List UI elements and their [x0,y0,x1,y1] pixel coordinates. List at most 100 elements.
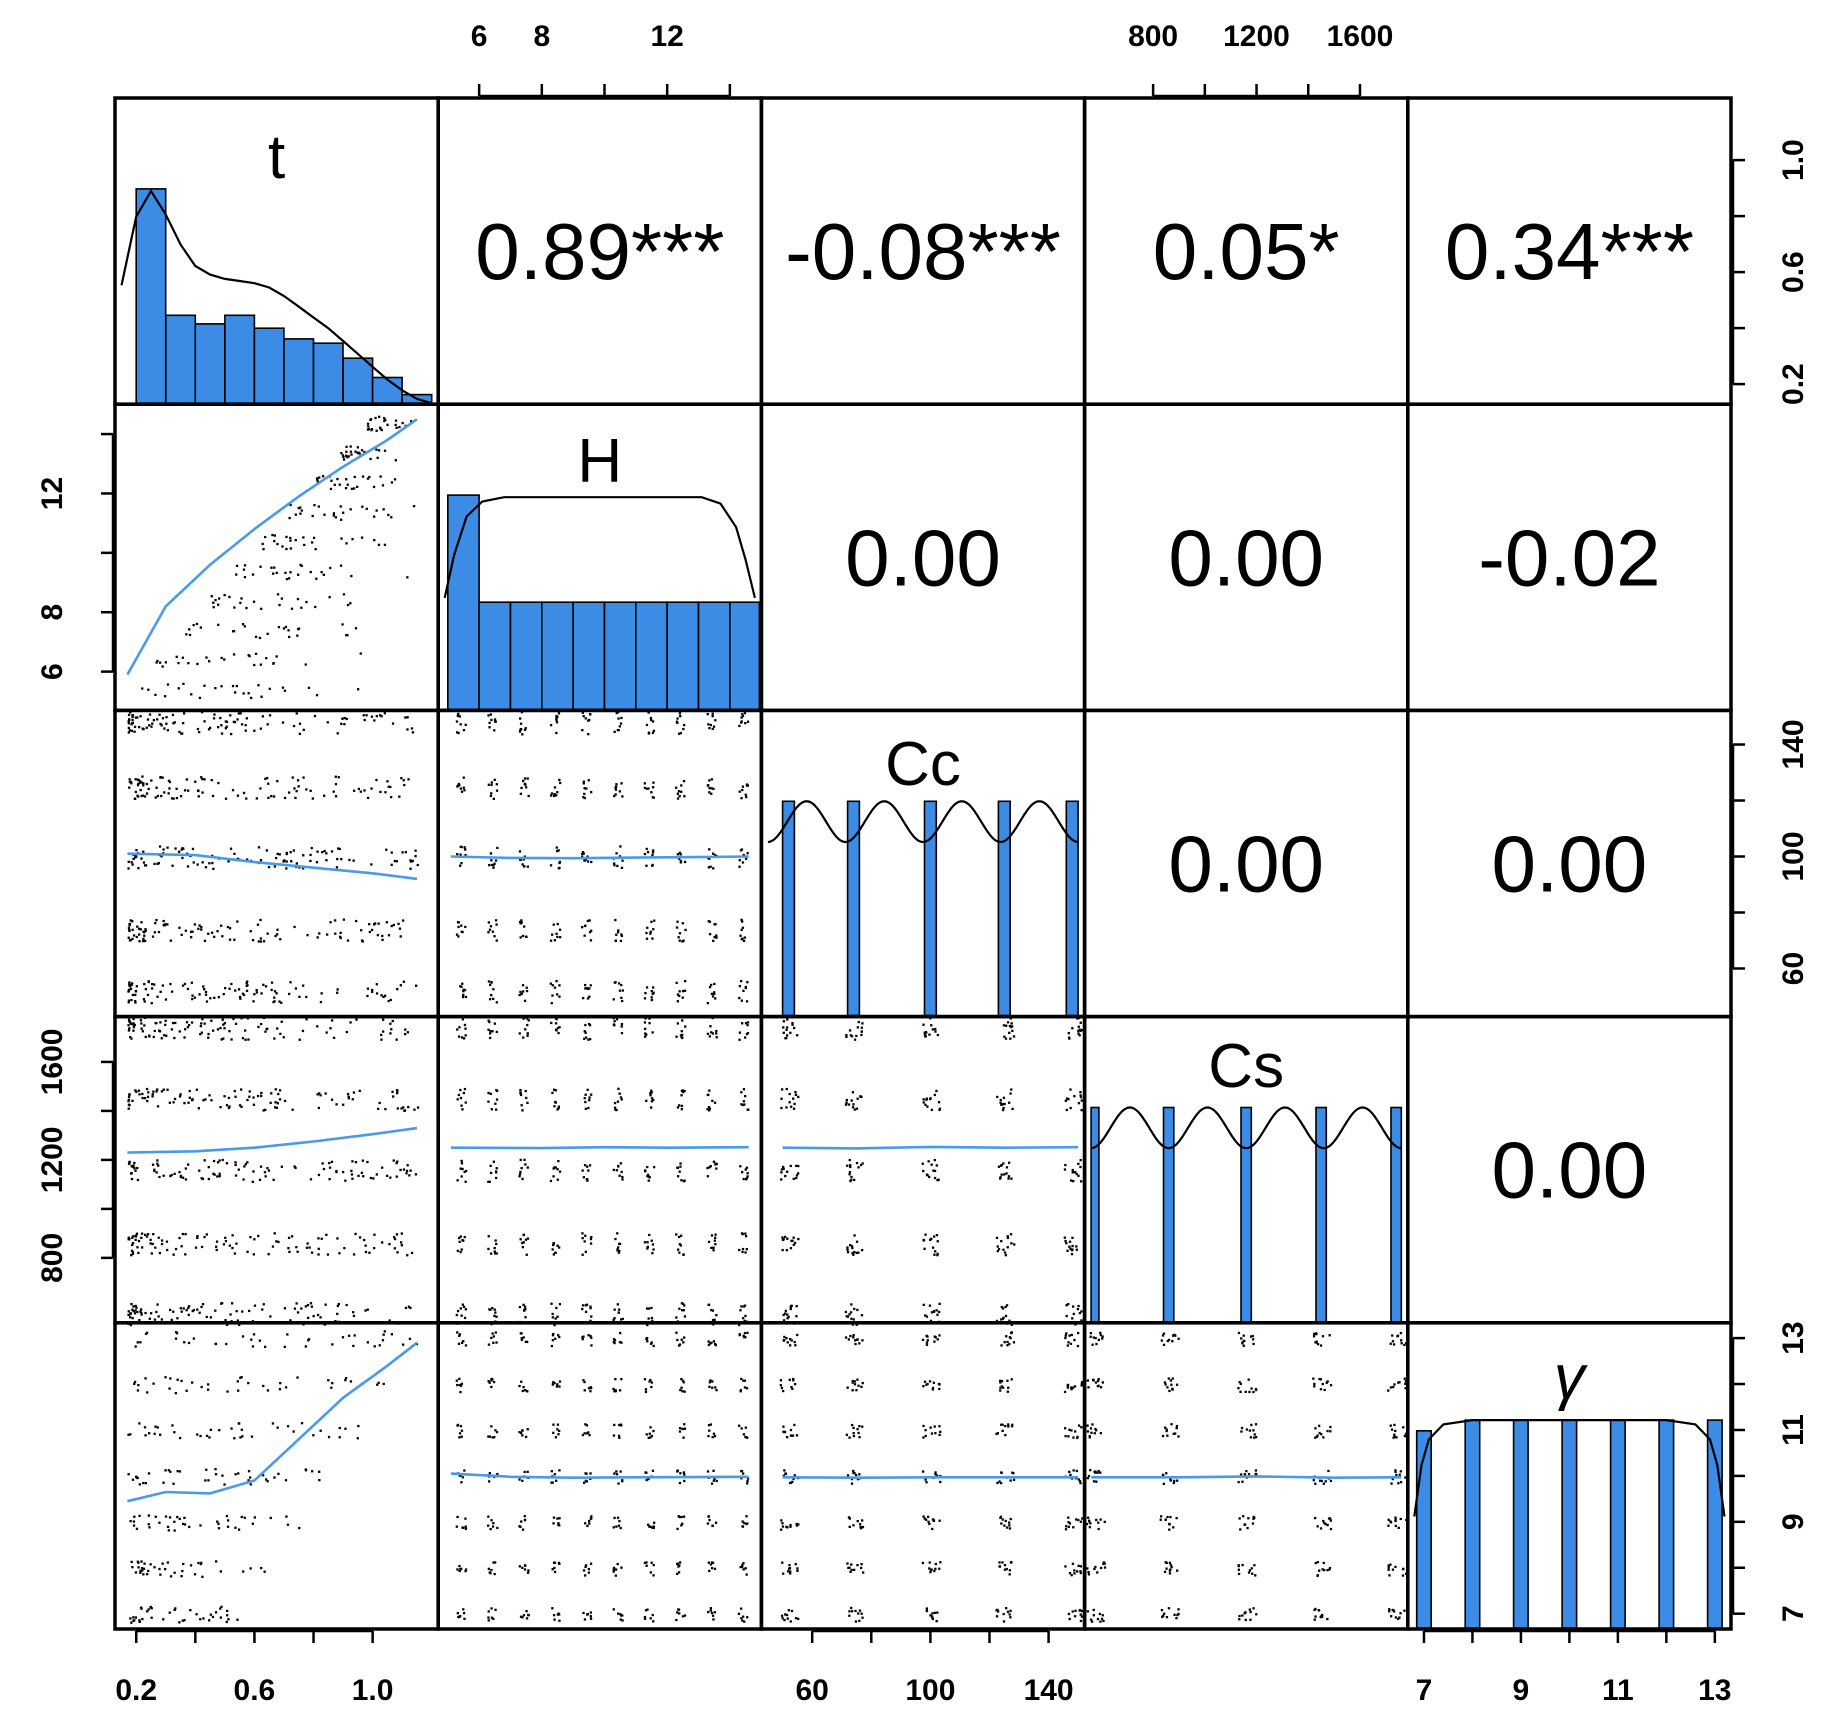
scatter-point [1252,1522,1254,1524]
scatter-point [519,1032,521,1034]
scatter-point [1067,1384,1069,1386]
scatter-point [325,852,327,854]
scatter-point [181,934,183,936]
scatter-point [1097,1385,1099,1387]
scatter-point [487,1516,489,1518]
scatter-point [590,1611,592,1613]
scatter-point [935,1563,937,1565]
scatter-point [274,1232,276,1234]
scatter-point [1248,1473,1250,1475]
scatter-point [552,1424,554,1426]
scatter-point [464,1028,466,1030]
scatter-point [1006,1341,1008,1343]
scatter-point [495,1316,497,1318]
scatter-point [558,1385,560,1387]
scatter-point [457,713,459,715]
scatter-point [744,1233,746,1235]
scatter-point [791,1305,793,1307]
scatter-point [934,1250,936,1252]
scatter-point [1244,1611,1246,1613]
scatter-point [926,1098,928,1100]
scatter-point [1010,1518,1012,1520]
scatter-point [589,1306,591,1308]
scatter-point [1165,1561,1167,1563]
scatter-point [707,1435,709,1437]
scatter-point [206,1435,208,1437]
scatter-point [465,1034,467,1036]
scatter-point [1399,1612,1401,1614]
scatter-point [171,1028,173,1030]
scatter-point [857,1520,859,1522]
scatter-point [1079,1166,1081,1168]
scatter-point [154,1030,156,1032]
scatter-point [860,1563,862,1565]
scatter-point [555,1089,557,1091]
scatter-point [496,923,498,925]
scatter-point [934,1612,936,1614]
scatter-point [489,1032,491,1034]
scatter-point [583,1038,585,1040]
scatter-point [291,1235,293,1237]
scatter-point [1168,1390,1170,1392]
scatter-point [1000,1318,1002,1320]
scatter-point [193,1337,195,1339]
scatter-point [206,1000,208,1002]
scatter-point [182,657,184,659]
scatter-point [1000,1165,1002,1167]
scatter-point [156,863,158,865]
scatter-point [311,541,313,543]
scatter-point [237,1472,239,1474]
scatter-point [308,687,310,689]
scatter-point [367,988,369,990]
scatter-point [583,1569,585,1571]
scatter-point [458,1036,460,1038]
scatter-point [710,1563,712,1565]
scatter-point [558,1026,560,1028]
scatter-point [284,1346,286,1348]
scatter-point [232,1234,234,1236]
scatter-point [391,1333,393,1335]
scatter-point [245,607,247,609]
scatter-point [171,865,173,867]
scatter-point [404,1028,406,1030]
scatter-point [682,1615,684,1617]
scatter-point [783,1168,785,1170]
scatter-point [1010,1561,1012,1563]
scatter-point [279,938,281,940]
scatter-point [648,1180,650,1182]
scatter-point [551,1092,553,1094]
scatter-point [311,847,313,849]
scatter-point [710,866,712,868]
scatter-point [182,1620,184,1622]
scatter-point [585,1251,587,1253]
scatter-point [1090,1432,1092,1434]
scatter-point [293,787,295,789]
scatter-point [345,455,347,457]
scatter-point [1013,1243,1015,1245]
scatter-point [226,1610,228,1612]
scatter-point [620,984,622,986]
scatter-point [589,1472,591,1474]
scatter-point [938,1101,940,1103]
scatter-point [646,1565,648,1567]
scatter-point [1102,1335,1104,1337]
scatter-point [644,1021,646,1023]
scatter-point [232,685,234,687]
scatter-point [745,1235,747,1237]
scatter-point [651,937,653,939]
scatter-point [201,1386,203,1388]
scatter-point [1388,1566,1390,1568]
scatter-point [340,452,342,454]
scatter-point [1330,1528,1332,1530]
scatter-point [650,719,652,721]
scatter-point [1393,1434,1395,1436]
scatter-point [860,1386,862,1388]
scatter-point [490,1093,492,1095]
scatter-point [215,1611,217,1613]
scatter-point [852,1336,854,1338]
scatter-point [927,1339,929,1341]
scatter-point [651,1381,653,1383]
scatter-point [745,794,747,796]
scatter-point [220,685,222,687]
scatter-point [745,1178,747,1180]
